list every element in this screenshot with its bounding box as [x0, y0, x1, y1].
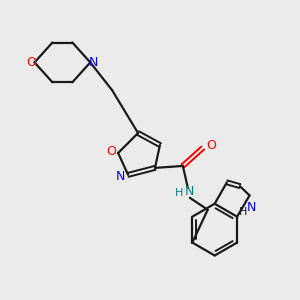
- Text: O: O: [206, 139, 216, 152]
- Text: N: N: [247, 201, 256, 214]
- Text: N: N: [116, 170, 125, 183]
- Text: H: H: [175, 188, 183, 198]
- Text: H: H: [238, 207, 247, 218]
- Text: O: O: [106, 146, 116, 158]
- Text: O: O: [27, 56, 37, 69]
- Text: N: N: [185, 185, 194, 198]
- Text: N: N: [88, 56, 98, 69]
